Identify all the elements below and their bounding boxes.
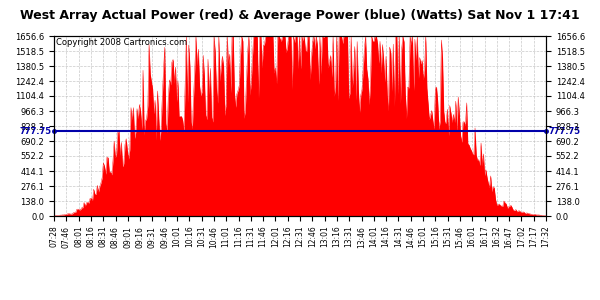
Text: Copyright 2008 Cartronics.com: Copyright 2008 Cartronics.com — [56, 38, 188, 47]
Text: 777.75: 777.75 — [549, 127, 581, 136]
Text: West Array Actual Power (red) & Average Power (blue) (Watts) Sat Nov 1 17:41: West Array Actual Power (red) & Average … — [20, 9, 580, 22]
Text: 777.75: 777.75 — [19, 127, 51, 136]
